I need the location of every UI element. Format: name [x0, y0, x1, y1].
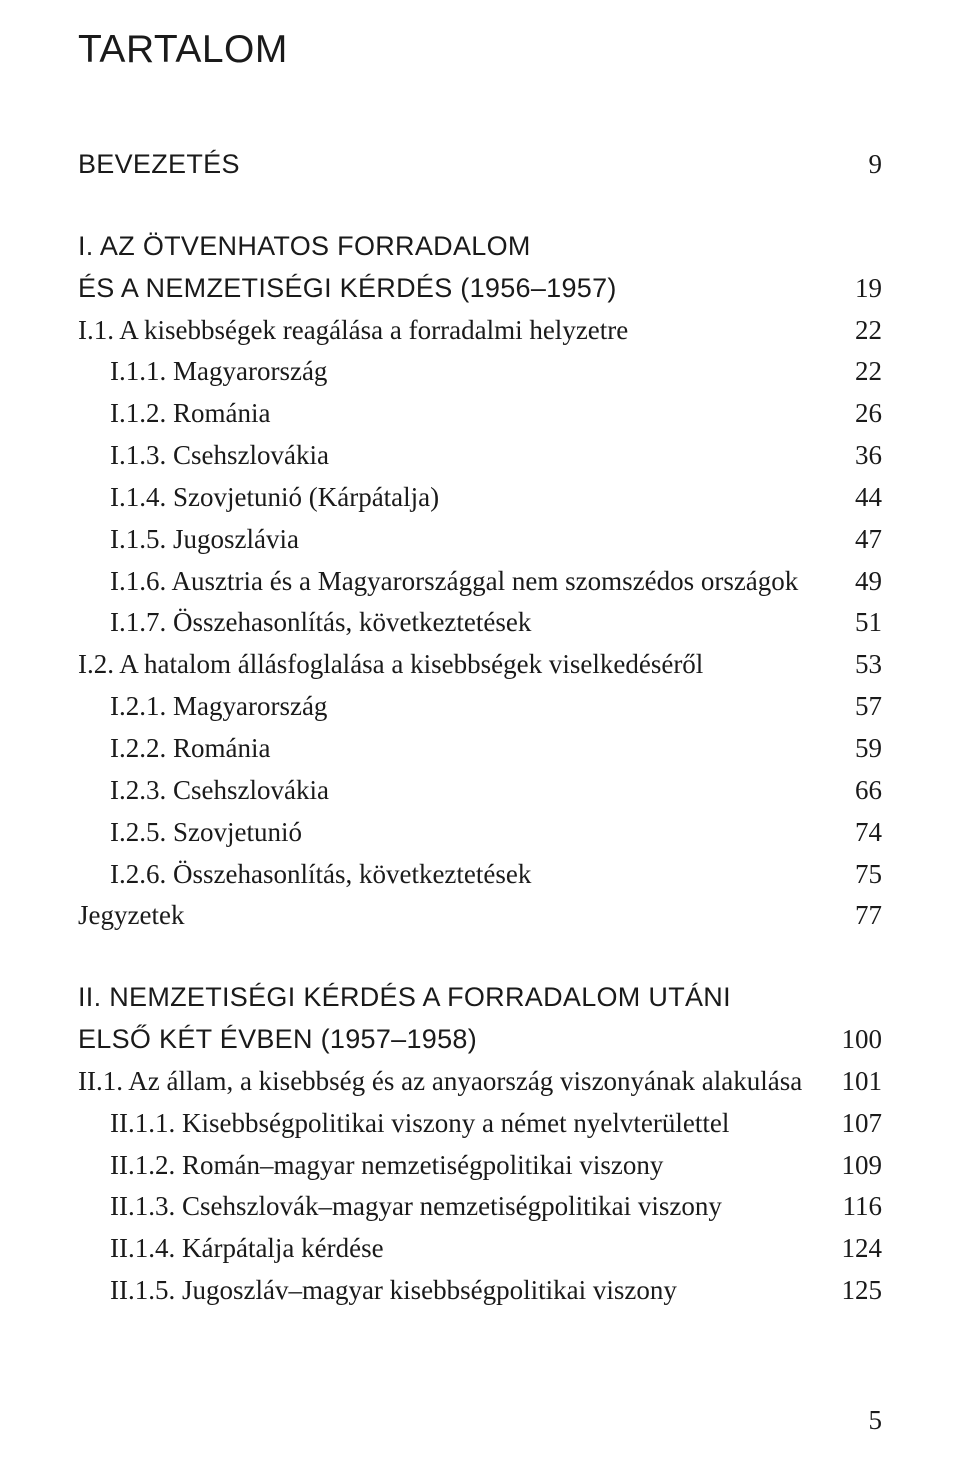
toc-entry-label: I.1. A kisebbségek reagálása a forradalm…	[78, 310, 843, 352]
toc-entry: II.1.4. Kárpátalja kérdése124	[78, 1228, 882, 1270]
toc-section-head-line: I. AZ ÖTVENHATOS FORRADALOM	[78, 226, 882, 268]
toc-section-head-text: BEVEZETÉS	[78, 144, 857, 186]
toc-entry-label: II.1.2. Román–magyar nemzetiségpolitikai…	[78, 1145, 830, 1187]
toc-page-ref: 9	[857, 144, 883, 186]
toc-section-head-text: ÉS A NEMZETISÉGI KÉRDÉS (1956–1957)	[78, 268, 843, 310]
toc-section-head-text: ELSŐ KÉT ÉVBEN (1957–1958)	[78, 1019, 830, 1061]
toc-entry-label: I.1.1. Magyarország	[78, 351, 843, 393]
toc-entry: II.1.5. Jugoszláv–magyar kisebbségpoliti…	[78, 1270, 882, 1312]
toc-section: II. NEMZETISÉGI KÉRDÉS A FORRADALOM UTÁN…	[78, 977, 882, 1312]
toc-entry: I.1.4. Szovjetunió (Kárpátalja)44	[78, 477, 882, 519]
page-number: 5	[869, 1405, 883, 1436]
toc-page-ref: 107	[830, 1103, 883, 1145]
toc-section-head-text: I. AZ ÖTVENHATOS FORRADALOM	[78, 226, 870, 268]
toc-entry: I.1.1. Magyarország22	[78, 351, 882, 393]
toc-entry: I.1. A kisebbségek reagálása a forradalm…	[78, 310, 882, 352]
toc-entry: I.1.5. Jugoszlávia47	[78, 519, 882, 561]
toc-entry-label: Jegyzetek	[78, 895, 843, 937]
toc-page-ref: 101	[830, 1061, 883, 1103]
toc-section-head-line: ELSŐ KÉT ÉVBEN (1957–1958)100	[78, 1019, 882, 1061]
toc-entry: I.2. A hatalom állásfoglalása a kisebbsé…	[78, 644, 882, 686]
toc-page-ref: 66	[843, 770, 882, 812]
toc-page-ref: 59	[843, 728, 882, 770]
toc-entry-label: I.2. A hatalom állásfoglalása a kisebbsé…	[78, 644, 843, 686]
toc-page-ref: 47	[843, 519, 882, 561]
toc-entry-label: I.2.2. Románia	[78, 728, 843, 770]
toc-page-ref: 19	[843, 268, 882, 310]
toc-entry: I.2.6. Összehasonlítás, következtetések7…	[78, 854, 882, 896]
toc-entry: Jegyzetek77	[78, 895, 882, 937]
toc-entry-label: I.2.1. Magyarország	[78, 686, 843, 728]
toc-page-ref: 49	[843, 561, 882, 603]
toc-section-head-text: II. NEMZETISÉGI KÉRDÉS A FORRADALOM UTÁN…	[78, 977, 870, 1019]
toc-page-ref: 36	[843, 435, 882, 477]
toc-page-ref: 100	[830, 1019, 883, 1061]
toc-entry: II.1. Az állam, a kisebbség és az anyaor…	[78, 1061, 882, 1103]
toc-entry-label: I.1.2. Románia	[78, 393, 843, 435]
toc-entry: I.1.2. Románia26	[78, 393, 882, 435]
toc-page-ref: 75	[843, 854, 882, 896]
toc-page-ref: 125	[830, 1270, 883, 1312]
toc-page-ref: 57	[843, 686, 882, 728]
toc-entry-label: II.1.4. Kárpátalja kérdése	[78, 1228, 830, 1270]
toc-entry-label: II.1.1. Kisebbségpolitikai viszony a ném…	[78, 1103, 830, 1145]
toc-page-ref: 51	[843, 602, 882, 644]
toc-section-head-line: ÉS A NEMZETISÉGI KÉRDÉS (1956–1957)19	[78, 268, 882, 310]
toc-page-ref: 77	[843, 895, 882, 937]
toc-entry-label: II.1. Az állam, a kisebbség és az anyaor…	[78, 1061, 830, 1103]
toc-entry-label: I.1.7. Összehasonlítás, következtetések	[78, 602, 843, 644]
toc-entry: I.1.3. Csehszlovákia36	[78, 435, 882, 477]
toc-entry-label: I.1.6. Ausztria és a Magyarországgal nem…	[78, 561, 843, 603]
toc-section-head-line: BEVEZETÉS9	[78, 144, 882, 186]
toc-entry: I.1.6. Ausztria és a Magyarországgal nem…	[78, 561, 882, 603]
toc-section: BEVEZETÉS9	[78, 144, 882, 186]
toc-entry-label: I.2.6. Összehasonlítás, következtetések	[78, 854, 843, 896]
toc-entry-label: I.2.5. Szovjetunió	[78, 812, 843, 854]
toc-entry: I.2.2. Románia59	[78, 728, 882, 770]
toc-entry-label: I.1.3. Csehszlovákia	[78, 435, 843, 477]
toc-entry-label: II.1.5. Jugoszláv–magyar kisebbségpoliti…	[78, 1270, 830, 1312]
toc-page-ref: 124	[830, 1228, 883, 1270]
page-title: TARTALOM	[78, 28, 882, 72]
toc-page-ref: 116	[831, 1186, 883, 1228]
toc-section-head-line: II. NEMZETISÉGI KÉRDÉS A FORRADALOM UTÁN…	[78, 977, 882, 1019]
toc-entry: II.1.3. Csehszlovák–magyar nemzetiségpol…	[78, 1186, 882, 1228]
toc-entry: I.2.5. Szovjetunió74	[78, 812, 882, 854]
toc-entry: I.2.3. Csehszlovákia66	[78, 770, 882, 812]
toc-page-ref: 22	[843, 351, 882, 393]
toc-entry: I.1.7. Összehasonlítás, következtetések5…	[78, 602, 882, 644]
toc-section: I. AZ ÖTVENHATOS FORRADALOMÉS A NEMZETIS…	[78, 226, 882, 937]
toc-entry: II.1.1. Kisebbségpolitikai viszony a ném…	[78, 1103, 882, 1145]
toc-entry-label: I.1.5. Jugoszlávia	[78, 519, 843, 561]
toc-page-ref: 44	[843, 477, 882, 519]
toc-entry-label: II.1.3. Csehszlovák–magyar nemzetiségpol…	[78, 1186, 831, 1228]
toc-page-ref: 26	[843, 393, 882, 435]
toc-entry: II.1.2. Román–magyar nemzetiségpolitikai…	[78, 1145, 882, 1187]
toc-page-ref: 22	[843, 310, 882, 352]
toc-page-ref: 53	[843, 644, 882, 686]
table-of-contents: BEVEZETÉS9 I. AZ ÖTVENHATOS FORRADALOMÉS …	[78, 144, 882, 1312]
toc-entry-label: I.2.3. Csehszlovákia	[78, 770, 843, 812]
toc-page-ref: 109	[830, 1145, 883, 1187]
toc-entry-label: I.1.4. Szovjetunió (Kárpátalja)	[78, 477, 843, 519]
toc-entry: I.2.1. Magyarország57	[78, 686, 882, 728]
toc-page-ref: 74	[843, 812, 882, 854]
